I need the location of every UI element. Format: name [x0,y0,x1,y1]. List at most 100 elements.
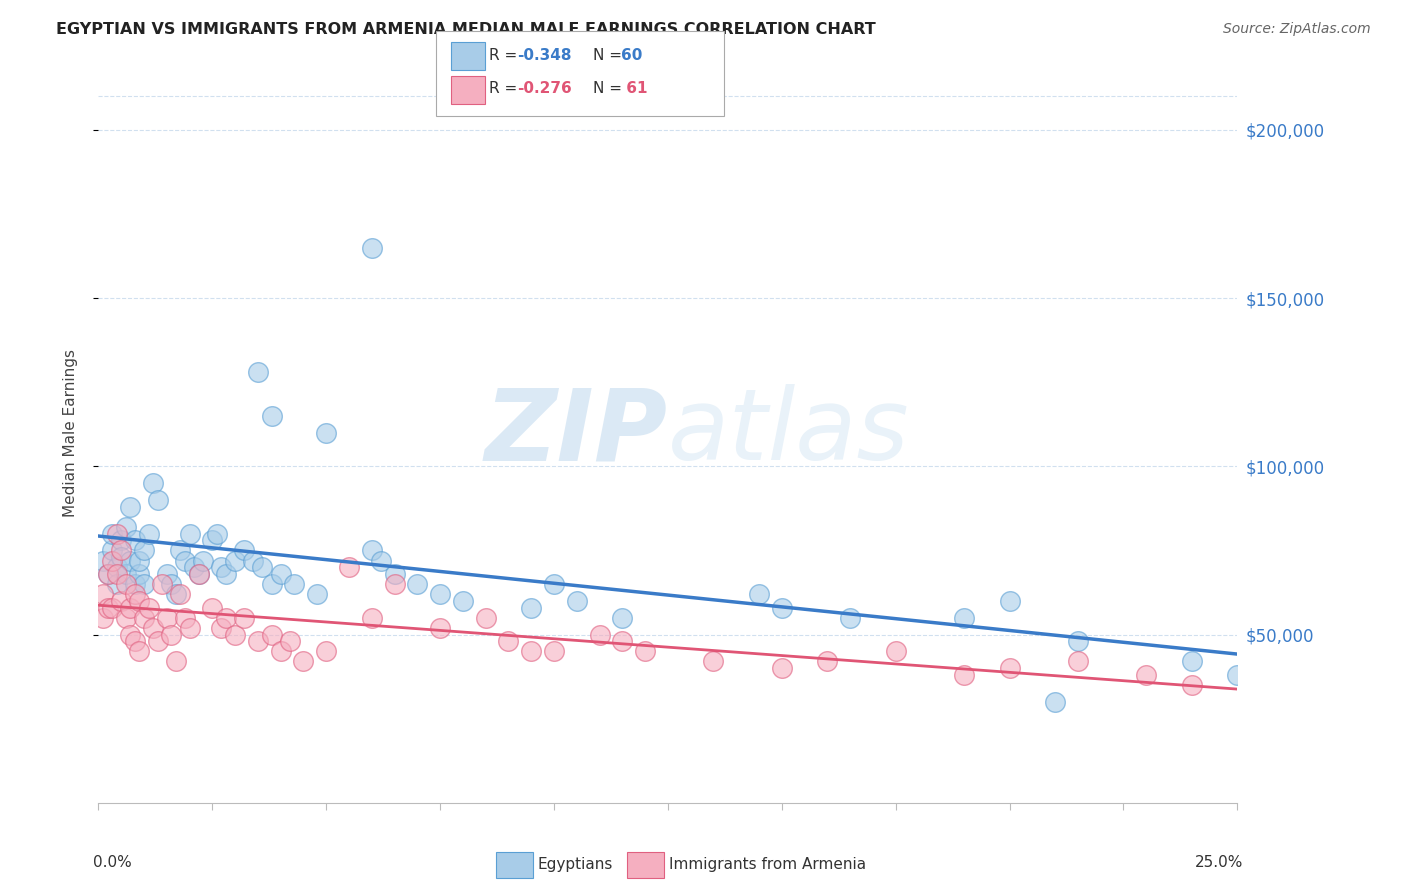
Point [215,610,238,624]
Text: -0.348: -0.348 [517,48,572,62]
Point [124,587,146,601]
Point [260,409,283,423]
Text: EGYPTIAN VS IMMIGRANTS FROM ARMENIA MEDIAN MALE EARNINGS CORRELATION CHART: EGYPTIAN VS IMMIGRANTS FROM ARMENIA MEDI… [56,22,876,37]
Point [260,627,283,641]
Point [120,500,142,514]
Text: R =: R = [489,48,523,62]
Point [233,610,256,624]
Point [120,553,142,567]
Point [543,577,565,591]
Point [101,526,124,541]
Point [953,668,976,682]
Point [360,240,382,255]
Point [193,553,215,567]
Text: N =: N = [593,48,627,62]
Point [169,543,191,558]
Point [156,566,179,581]
Point [169,587,191,601]
Text: -0.276: -0.276 [517,81,572,95]
Point [96,600,118,615]
Point [612,634,634,648]
Point [998,661,1021,675]
Point [520,600,543,615]
Point [543,644,565,658]
Point [110,550,132,565]
Point [132,577,155,591]
Point [160,577,183,591]
Point [998,594,1021,608]
Point [520,644,543,658]
Point [101,600,124,615]
Point [252,560,274,574]
Point [315,425,337,440]
Point [128,566,150,581]
Point [179,526,201,541]
Point [1067,655,1090,669]
Point [839,610,862,624]
Point [165,655,187,669]
Point [110,533,132,548]
Point [953,610,976,624]
Point [278,634,301,648]
Point [474,610,496,624]
Point [770,661,793,675]
Point [120,627,142,641]
Point [315,644,337,658]
Point [174,553,197,567]
Point [91,587,114,601]
Point [215,566,238,581]
Point [105,566,128,581]
Point [124,577,146,591]
Point [224,553,246,567]
Point [128,553,150,567]
Point [174,610,197,624]
Point [1181,655,1204,669]
Point [260,577,283,591]
Point [101,553,124,567]
Point [124,634,146,648]
Point [91,610,114,624]
Point [142,476,165,491]
Point [283,577,305,591]
Point [224,627,246,641]
Point [429,587,451,601]
Text: Source: ZipAtlas.com: Source: ZipAtlas.com [1223,22,1371,37]
Point [110,543,132,558]
Text: 61: 61 [621,81,648,95]
Point [110,594,132,608]
Point [146,634,169,648]
Text: 60: 60 [621,48,643,62]
Point [105,560,128,574]
Point [634,644,657,658]
Point [160,627,183,641]
Point [187,566,209,581]
Point [702,655,724,669]
Point [150,577,173,591]
Point [565,594,588,608]
Point [114,610,136,624]
Point [242,553,264,567]
Point [360,610,382,624]
Point [146,492,169,507]
Text: R =: R = [489,81,523,95]
Point [183,560,205,574]
Text: 0.0%: 0.0% [93,855,132,870]
Point [1043,695,1066,709]
Point [384,566,406,581]
Point [748,587,770,601]
Point [201,533,224,548]
Point [105,577,128,591]
Point [451,594,474,608]
Point [209,560,232,574]
Point [142,621,165,635]
Point [96,566,118,581]
Point [156,610,179,624]
Point [307,587,329,601]
Point [114,577,136,591]
Point [132,610,155,624]
Point [101,543,124,558]
Point [124,533,146,548]
Point [201,600,224,615]
Point [114,520,136,534]
Point [1181,678,1204,692]
